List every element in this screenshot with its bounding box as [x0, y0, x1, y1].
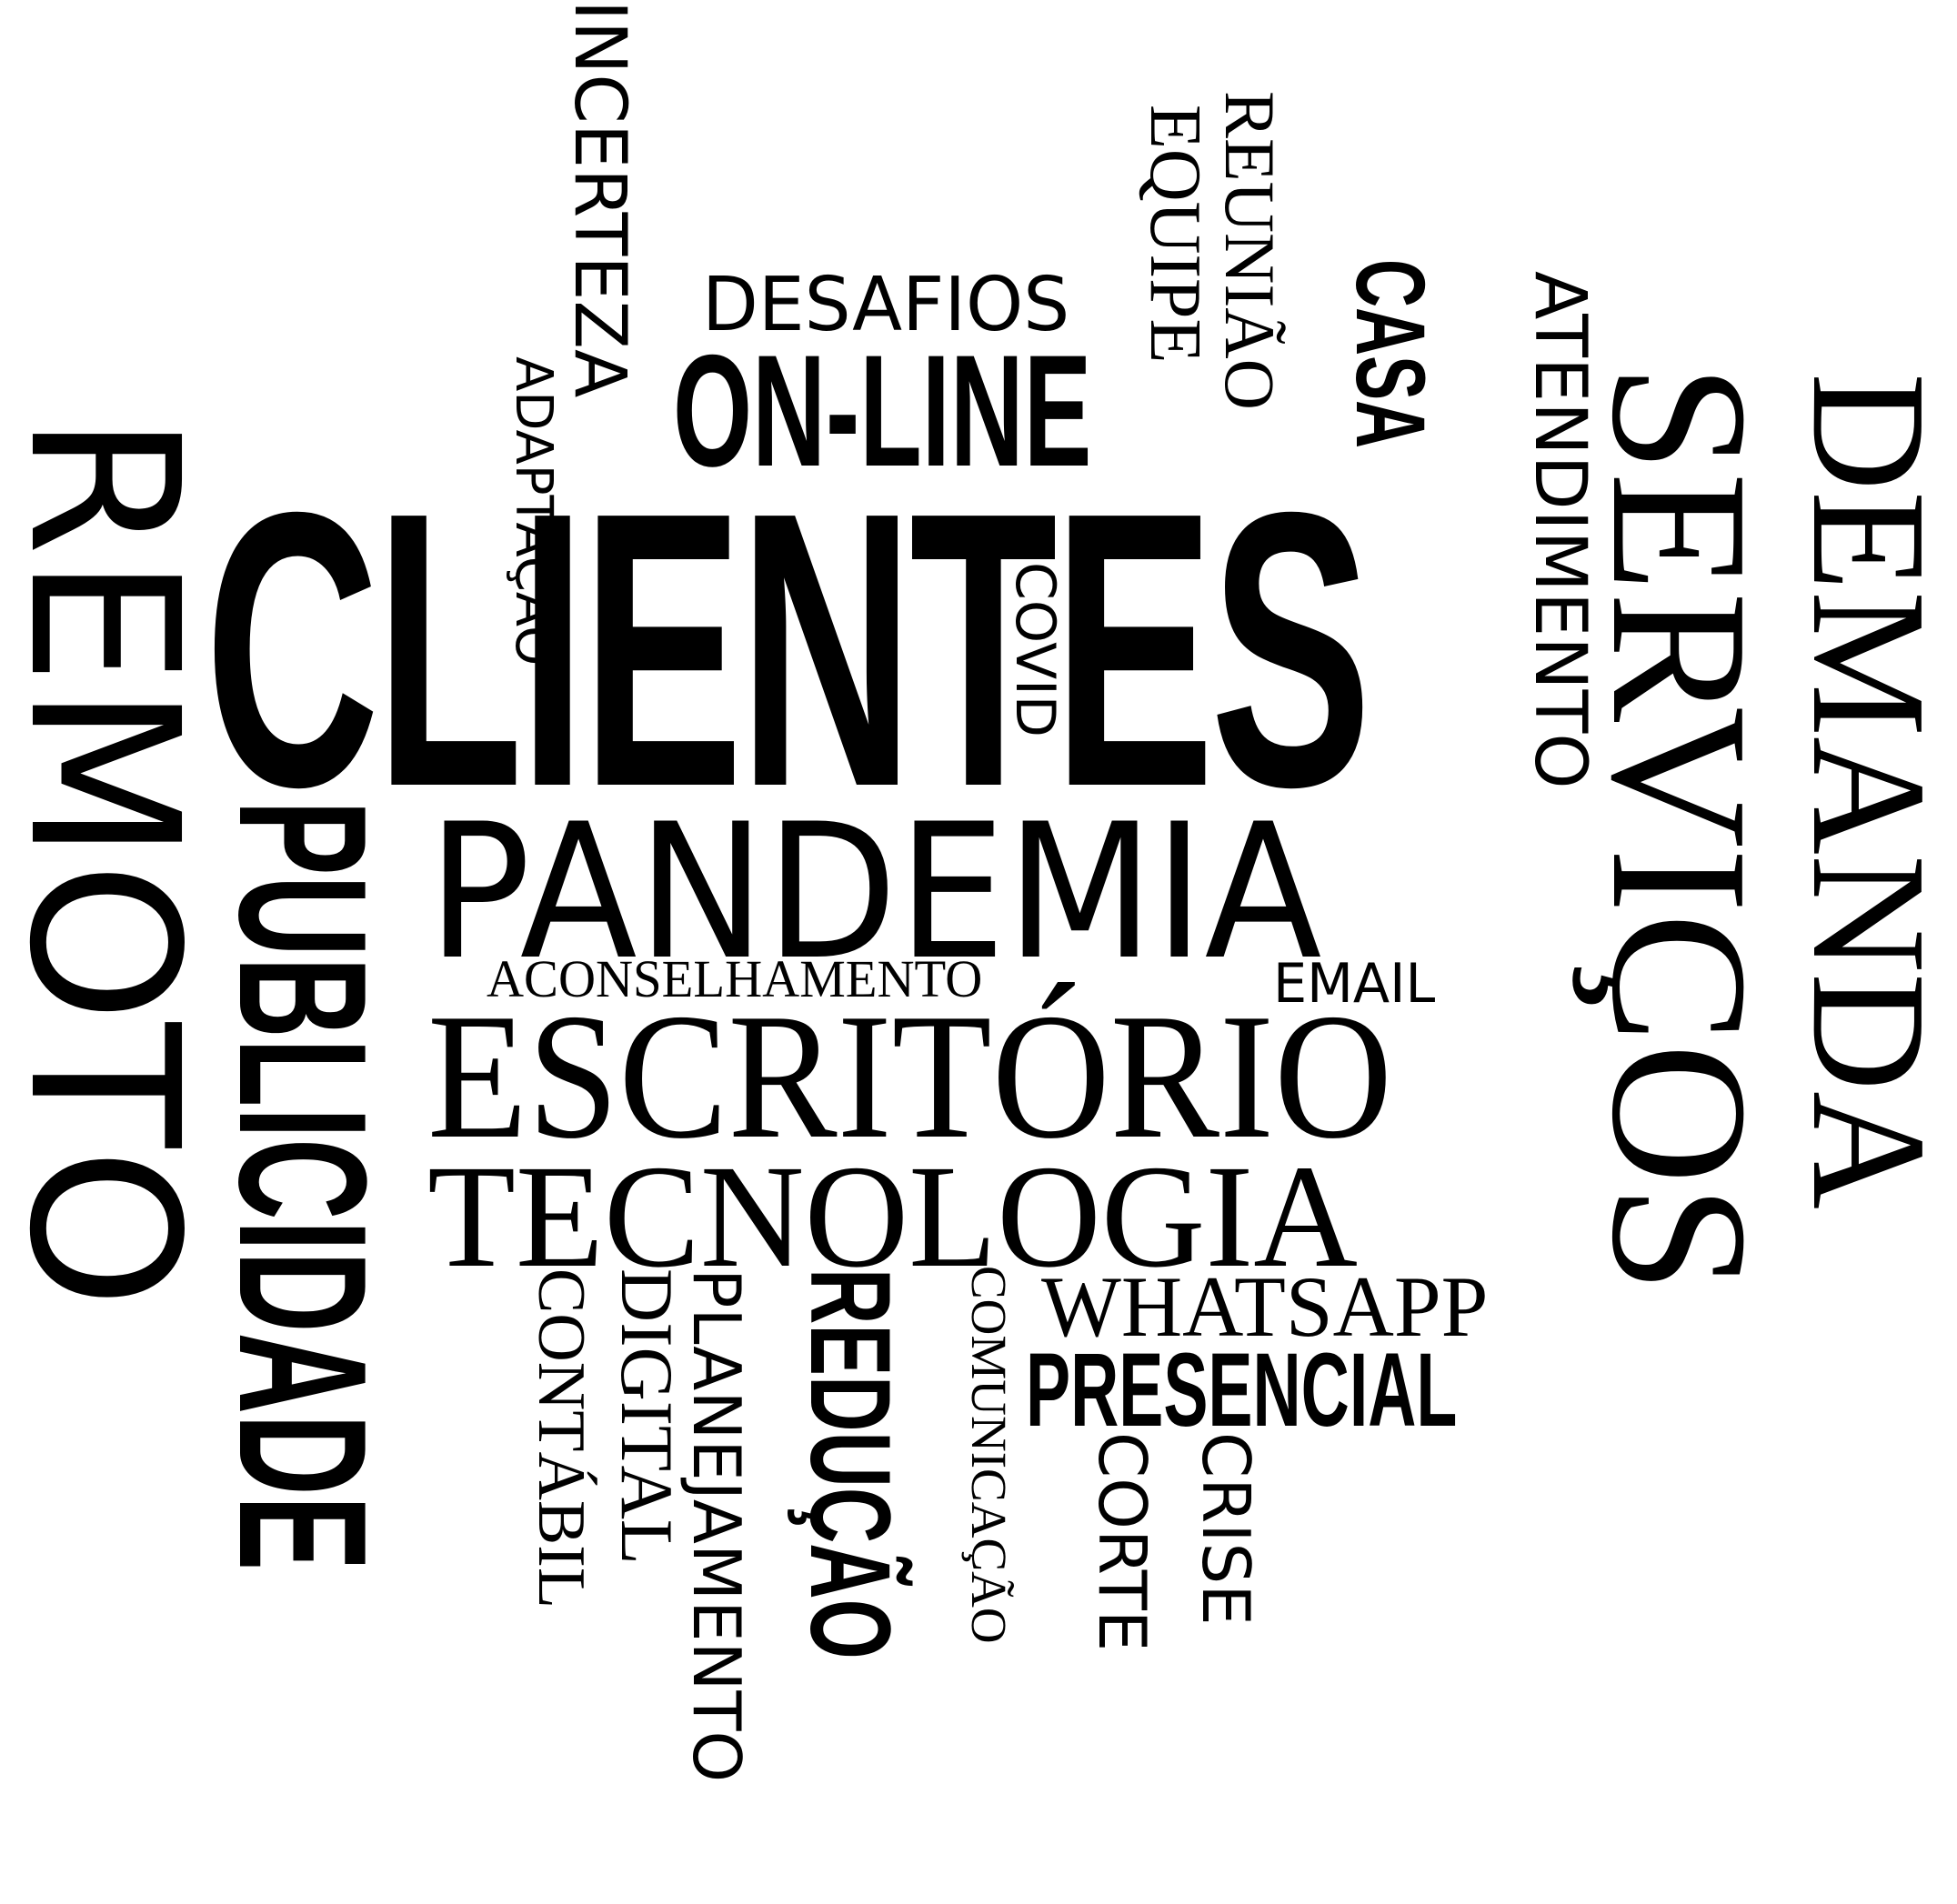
word-reuniao: REUNIÃO [1210, 91, 1290, 410]
word-planejamento: PLANEJAMENTO [678, 1268, 755, 1783]
word-equipe: EQUIPE [1135, 105, 1215, 364]
word-comunicacao: COMUNICAÇÃO [961, 1266, 1017, 1644]
word-online: ON-LINE [673, 323, 1092, 500]
word-pandemia: PANDEMIA [427, 785, 1322, 1001]
word-email: EMAIL [1273, 952, 1436, 1016]
word-servicos: SERVIÇOS [1571, 364, 1789, 1294]
word-casa: CASA [1336, 259, 1446, 449]
word-atendimento: ATENDIMENTO [1519, 271, 1601, 789]
word-adaptacao: ADAPTAÇÃO [504, 356, 563, 666]
word-contabil: CONTÁBIL [524, 1268, 598, 1609]
word-remoto: REMOTO [0, 414, 222, 1309]
word-presencial: PRESENCIAL [1026, 1332, 1458, 1448]
word-covid: COVID [1003, 562, 1067, 738]
word-desafios: DESAFIOS [702, 262, 1070, 348]
word-publicidade: PUBLICIDADE [201, 800, 404, 1571]
word-clientes: CLIENTES [205, 432, 1372, 868]
word-demanda: DEMANDA [1779, 373, 1957, 1209]
word-digital: DIGITAL [606, 1268, 688, 1565]
word-tecnologia: TECNOLOGIA [427, 1136, 1358, 1298]
word-crise: CRISE [1188, 1432, 1264, 1626]
word-aconselhamento: ACONSELHAMENTO [487, 949, 983, 1008]
word-whatsapp: WHATSAPP [1041, 1258, 1489, 1355]
word-corte: CORTE [1084, 1432, 1160, 1652]
word-escritorio: ESCRITÓRIO [427, 977, 1393, 1176]
word-incerteza: INCERTEZA [558, 0, 640, 398]
word-reducao: REDUÇÃO [787, 1268, 913, 1659]
